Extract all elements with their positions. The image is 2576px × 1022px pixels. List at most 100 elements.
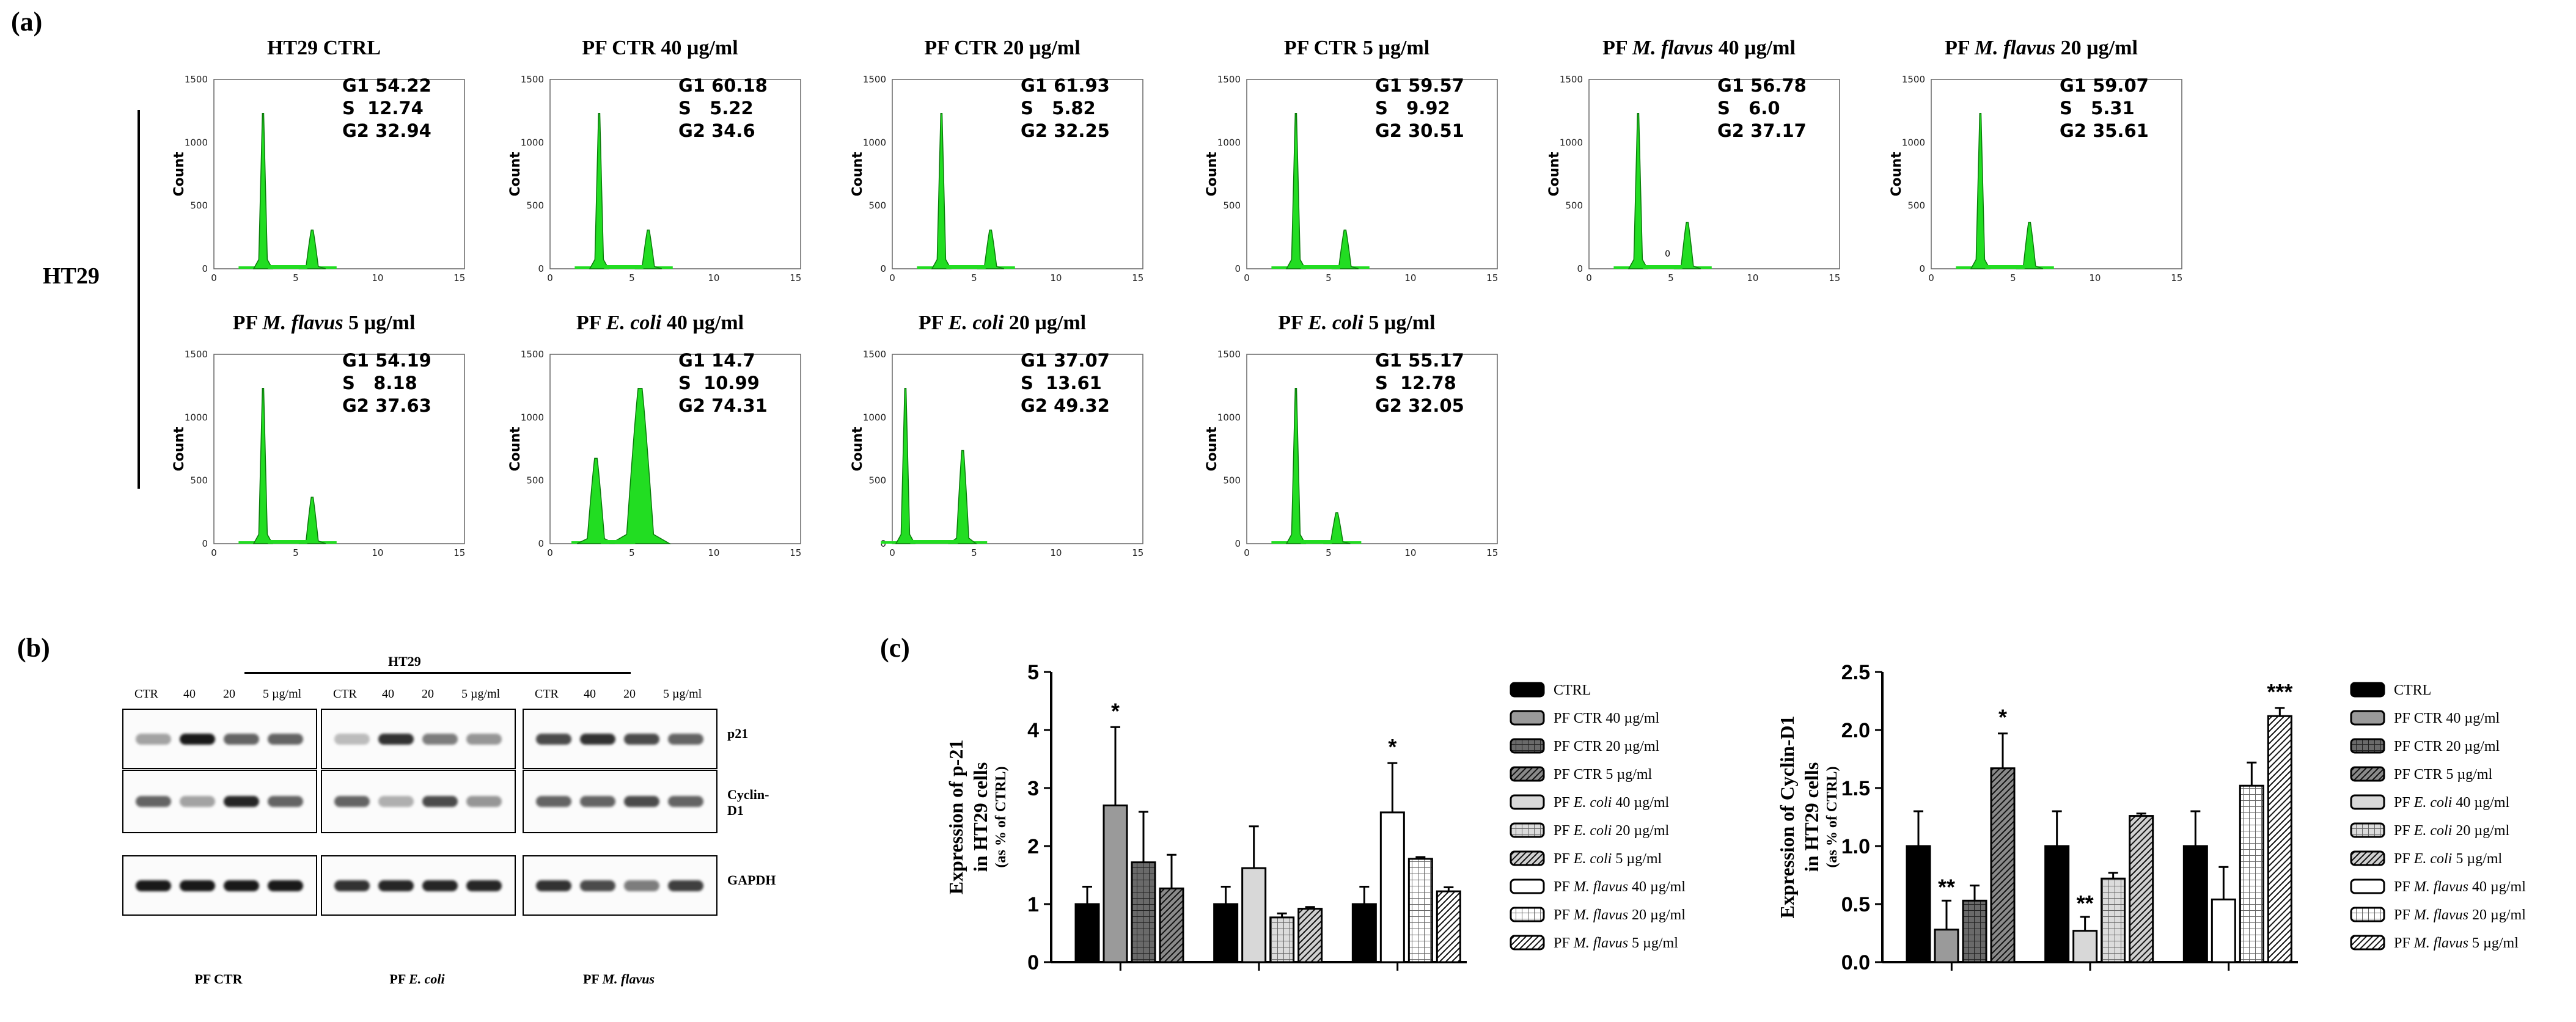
x-tick-label: 10 (708, 547, 719, 558)
flow-histogram-panel: PF E. coli 5 µg/ml 1500 1000 500 0 0 5 10 15 Coun… (1198, 312, 1516, 574)
histogram-title: PF CTR 5 µg/ml (1283, 37, 1430, 59)
legend-item: PF CTR 5 µg/ml (2350, 762, 2492, 787)
stat-g1: G1 54.19 (342, 350, 431, 371)
x-tick-label: 5 (2010, 272, 2016, 283)
row-bracket-line (138, 110, 140, 489)
y-tick-label: 0 (1235, 538, 1241, 549)
legend-item: PF M. flavus 40 µg/ml (2350, 875, 2526, 899)
y-tick-label: 0.5 (1841, 893, 1870, 916)
x-tick-label: 0 (211, 547, 217, 558)
g1-peak (1627, 113, 1649, 269)
cell-cycle-stats: G1 59.57 S 9.92 G2 30.51 (1375, 75, 1464, 142)
bar (1351, 903, 1377, 963)
cyclin-d1-bar-chart: 0.0 0.5 1.0 1.5 2.0 2.5 Expression of Cyclin-D… (1776, 661, 2298, 974)
legend-swatch (1510, 935, 1545, 951)
y-axis-label: in HT29 cells (969, 762, 991, 872)
g2-peak (1331, 229, 1359, 269)
blot-band (136, 796, 171, 807)
blot-band (466, 796, 502, 807)
y-tick-label: 1000 (1560, 137, 1583, 148)
lane-label: 20 (223, 687, 235, 701)
blot-band (422, 733, 458, 745)
x-tick-label: 15 (453, 272, 465, 283)
bar (2182, 845, 2208, 963)
blot-box (523, 855, 717, 916)
stat-g1: G1 55.17 (1375, 350, 1464, 371)
blot-band (334, 880, 370, 891)
y-tick-label: 500 (190, 200, 208, 211)
legend-label: PF CTR 20 µg/ml (1554, 738, 1660, 754)
bar (2044, 845, 2070, 963)
x-tick-label: 10 (372, 547, 383, 558)
y-axis-label: Count (1205, 426, 1220, 472)
x-tick-label: 0 (211, 272, 217, 283)
blot-band (334, 733, 370, 745)
significance-label: * (1388, 734, 1396, 759)
blot-band (580, 733, 615, 745)
stat-g2: G2 32.05 (1375, 395, 1464, 416)
plot-frame (213, 354, 465, 544)
x-tick-label: 15 (1132, 272, 1143, 283)
y-tick-label: 0 (538, 263, 544, 274)
x-tick-label: 5 (971, 272, 977, 283)
cell-cycle-stats: G1 59.07 S 5.31 G2 35.61 (2060, 75, 2149, 142)
blot-band (422, 796, 458, 807)
bar (1379, 811, 1405, 963)
blot-band (334, 796, 370, 807)
bar (1269, 916, 1295, 963)
legend-swatch (2350, 766, 2385, 782)
legend-swatch (1510, 907, 1545, 922)
plot-frame (1246, 354, 1498, 544)
y-tick-label: 1000 (1217, 412, 1241, 423)
stat-s: S 5.22 (678, 98, 754, 119)
histogram-plot: 1500 1000 500 00 5 10 15 Count (1889, 74, 2182, 283)
g1-peak (589, 113, 610, 269)
y-tick-label: 1000 (1902, 137, 1925, 148)
histogram-plot: 1500 1000 500 00 5 10 15 Count (850, 74, 1143, 283)
histogram-plot: 1500 1000 500 00 5 10 15 Count (1205, 349, 1498, 558)
y-tick-label: 500 (1565, 200, 1583, 211)
bar (2101, 877, 2126, 963)
legend-swatch (1510, 766, 1545, 782)
y-tick-label: 3 (1027, 777, 1039, 800)
s-phase-fill (601, 540, 636, 544)
blot-band (224, 796, 259, 807)
blot-band (668, 880, 703, 891)
legend-label: CTRL (1554, 682, 1591, 698)
legend-item: PF M. flavus 20 µg/ml (1510, 903, 1686, 927)
x-tick-label: 15 (790, 547, 801, 558)
y-tick-label: 4 (1027, 719, 1039, 742)
x-tick-label: 0 (547, 272, 553, 283)
blot-box (523, 709, 717, 769)
legend-label: PF E. coli 5 µg/ml (2394, 850, 2503, 867)
g2-peak (634, 229, 662, 269)
stat-g2: G2 32.25 (1021, 120, 1110, 141)
blot-box (523, 770, 717, 833)
flow-histogram-panel: PF M. flavus 20 µg/ml 1500 1000 500 0 0 5 10 15 C… (1882, 37, 2200, 299)
g1-peak (931, 113, 952, 269)
x-tick-label: 15 (1132, 547, 1143, 558)
y-tick-label: 500 (526, 200, 544, 211)
y-tick-label: 1000 (185, 412, 208, 423)
x-tick-label: 15 (2171, 272, 2182, 283)
legend-label: PF E. coli 20 µg/ml (2394, 822, 2510, 839)
histogram-title: PF E. coli 5 µg/ml (1278, 312, 1436, 334)
histogram-plot: 1500 1000 500 00 5 10 15 Count (508, 74, 801, 283)
y-tick-label: 1000 (863, 137, 886, 148)
stat-g1: G1 61.93 (1021, 75, 1110, 96)
bar (1962, 899, 1987, 963)
legend-swatch (2350, 738, 2385, 754)
legend-item: PF M. flavus 5 µg/ml (2350, 931, 2519, 955)
legend-swatch (2350, 907, 2385, 922)
histogram-plot: 1500 1000 500 00 5 10 15 Count (508, 349, 801, 558)
legend-item: CTRL (2350, 678, 2431, 703)
lane-label: 20 (623, 687, 636, 701)
cell-cycle-stats: G1 55.17 S 12.78 G2 32.05 (1375, 349, 1464, 417)
y-axis-label: Count (850, 426, 865, 472)
y-tick-label: 1500 (521, 74, 544, 85)
y-tick-label: 0 (1577, 263, 1583, 274)
y-tick-label: 500 (1223, 200, 1241, 211)
blot-band (536, 796, 571, 807)
legend-label: PF CTR 5 µg/ml (2394, 766, 2493, 783)
